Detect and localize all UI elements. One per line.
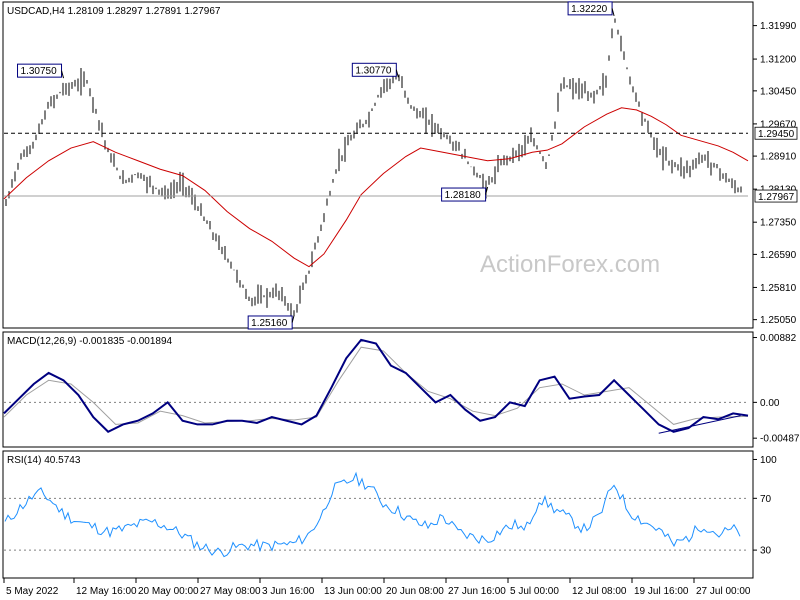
price-tick-label: 1.26590: [760, 250, 797, 261]
x-tick-label: 5 May 2022: [6, 586, 59, 597]
annotation-leader: [61, 70, 65, 79]
ma-line: [3, 107, 749, 268]
annotation-label: 1.25160: [251, 318, 288, 329]
macd-title: MACD(12,26,9) -0.001835 -0.001894: [7, 336, 173, 347]
rsi-line: [4, 471, 741, 558]
x-tick-label: 12 Jul 08:00: [572, 586, 627, 597]
macd-panel-frame: [2, 331, 754, 448]
macd-tick-label: 0.00: [760, 398, 780, 409]
rsi-panel-frame: [2, 450, 754, 579]
annotation-box: [567, 1, 613, 16]
price-tick-label: 1.29670: [760, 119, 797, 130]
price-chart-title: USDCAD,H4 1.28109 1.28297 1.27891 1.2796…: [7, 6, 221, 17]
price-tag-box: [754, 189, 798, 203]
rsi-title: RSI(14) 40.5743: [7, 455, 81, 466]
x-tick-label: 5 Jul 00:00: [510, 586, 559, 597]
macd-tick-label: -0.004872: [760, 434, 800, 445]
x-tick-label: 27 Jul 00:00: [696, 586, 751, 597]
macd-tick-label: 0.00882: [760, 333, 797, 344]
annotation-label: 1.28180: [445, 190, 482, 201]
price-tick-label: 1.30450: [760, 86, 797, 97]
price-tick-label: 1.27350: [760, 218, 797, 229]
annotation-leader: [611, 8, 615, 16]
price-tick-label: 1.31990: [760, 21, 797, 32]
price-tag-box: [754, 126, 798, 140]
x-tick-label: 12 May 16:00: [76, 586, 137, 597]
rsi-tick-label: 30: [760, 546, 772, 557]
price-tick-label: 1.31200: [760, 55, 797, 66]
x-tick-label: 20 May 00:00: [138, 586, 199, 597]
macd-line: [3, 338, 749, 433]
annotation-label: 1.30770: [355, 65, 392, 76]
price-tick-label: 1.25050: [760, 315, 797, 326]
rsi-tick-label: 70: [760, 494, 772, 505]
price-tick-label: 1.28910: [760, 152, 797, 163]
price-panel-frame: [2, 1, 754, 329]
macd-layer: [3, 338, 749, 434]
x-tick-label: 20 Jun 08:00: [386, 586, 444, 597]
price-tag-label: 1.27967: [758, 192, 795, 203]
x-tick-label: 27 Jun 16:00: [448, 586, 506, 597]
axis-layer: 1.31990 1.31200 1.30450 1.29670 1.28910 1.281…: [3, 21, 800, 597]
annotation-leader: [485, 186, 489, 195]
price-tick-label: 1.25810: [760, 283, 797, 294]
annotation-leader: [395, 69, 399, 78]
x-tick-label: 3 Jun 16:00: [262, 586, 315, 597]
x-tick-label: 27 May 08:00: [200, 586, 261, 597]
x-tick-label: 19 Jul 16:00: [634, 586, 689, 597]
macd-trendline: [658, 415, 741, 434]
x-tick-label: 13 Jun 00:00: [324, 586, 382, 597]
annotation-box: [351, 62, 397, 77]
rsi-layer: [4, 471, 748, 558]
price-layer: 1.30750 1.25160 1.30770 1.28180 1.32220: [3, 1, 749, 330]
watermark: ActionForex.com: [480, 251, 660, 278]
price-tag-label: 1.29450: [758, 129, 795, 140]
annotation-label: 1.30750: [21, 66, 58, 77]
annotation-leader: [291, 314, 295, 323]
annotation-label: 1.32220: [571, 4, 608, 15]
rsi-tick-label: 100: [760, 455, 777, 466]
